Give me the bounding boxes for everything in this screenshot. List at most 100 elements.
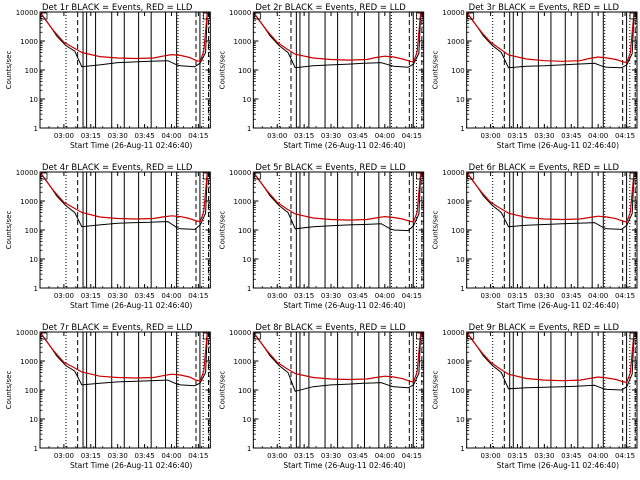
x-axis-label: Start Time (26-Aug-11 02:46:40) xyxy=(497,301,619,310)
y-tick-label: 1 xyxy=(460,285,464,293)
y-tick-label: 1000 xyxy=(20,358,38,366)
panel-title: Det 9r BLACK = Events, RED = LLD xyxy=(469,323,620,333)
y-tick-label: 1 xyxy=(247,125,251,133)
y-tick-label: 1000 xyxy=(234,38,252,46)
y-tick-label: 10000 xyxy=(442,329,464,337)
x-tick-label: 03:30 xyxy=(321,292,341,300)
x-tick-label: 03:45 xyxy=(348,292,368,300)
series-line-events xyxy=(466,11,635,69)
series-line-lld xyxy=(39,171,208,223)
x-tick-label: 04:00 xyxy=(375,292,395,300)
corner-box-right xyxy=(202,332,210,340)
x-tick-label: 03:30 xyxy=(534,292,554,300)
series-line-lld xyxy=(466,171,635,223)
y-axis-label: Counts/sec xyxy=(218,51,226,90)
x-tick-label: 03:45 xyxy=(561,452,581,460)
series-line-events xyxy=(39,171,208,230)
corner-box-left xyxy=(467,332,475,340)
series-line-events xyxy=(252,331,422,392)
y-tick-label: 100 xyxy=(451,227,464,235)
y-tick-label: 1000 xyxy=(20,198,38,206)
y-tick-label: 100 xyxy=(451,387,464,395)
y-tick-label: 10 xyxy=(242,96,251,104)
y-tick-label: 10000 xyxy=(229,169,251,177)
panel-det-9: Det 9r BLACK = Events, RED = LLD 1 10 100 10… xyxy=(432,323,638,470)
x-tick-label: 03:30 xyxy=(108,132,128,140)
x-tick-label: 03:45 xyxy=(561,132,581,140)
y-tick-label: 1000 xyxy=(447,358,465,366)
y-tick-label: 10 xyxy=(29,96,38,104)
x-tick-label: 03:00 xyxy=(480,292,500,300)
y-tick-label: 1 xyxy=(34,445,38,453)
y-tick-label: 100 xyxy=(25,67,38,75)
x-tick-label: 03:15 xyxy=(81,292,101,300)
x-tick-label: 04:15 xyxy=(188,132,208,140)
y-axis-label: Counts/sec xyxy=(432,51,440,90)
panel-det-5: Det 5r BLACK = Events, RED = LLD 1 10 100 10… xyxy=(218,163,425,310)
series-line-events xyxy=(39,11,208,68)
y-tick-label: 10000 xyxy=(442,169,464,177)
panel-title: Det 5r BLACK = Events, RED = LLD xyxy=(255,163,406,173)
x-axis-label: Start Time (26-Aug-11 02:46:40) xyxy=(70,141,192,150)
x-tick-label: 04:15 xyxy=(402,292,422,300)
x-tick-label: 03:45 xyxy=(348,132,368,140)
corner-box-left xyxy=(253,12,261,20)
x-tick-label: 03:00 xyxy=(267,292,287,300)
y-tick-label: 100 xyxy=(25,387,38,395)
series-line-lld xyxy=(252,11,422,63)
corner-box-right xyxy=(202,172,210,180)
series-line-events xyxy=(466,171,635,230)
panel-title: Det 4r BLACK = Events, RED = LLD xyxy=(42,163,193,173)
series-line-lld xyxy=(39,331,208,382)
x-tick-label: 03:00 xyxy=(480,132,500,140)
x-tick-label: 03:15 xyxy=(507,132,527,140)
x-tick-label: 03:30 xyxy=(108,292,128,300)
x-tick-label: 03:30 xyxy=(534,132,554,140)
y-tick-label: 100 xyxy=(238,227,251,235)
x-tick-label: 03:00 xyxy=(54,132,74,140)
corner-box-left xyxy=(467,12,475,20)
panel-title: Det 3r BLACK = Events, RED = LLD xyxy=(469,3,620,13)
y-tick-label: 100 xyxy=(25,227,38,235)
panel-det-7: Det 7r BLACK = Events, RED = LLD 1 10 100 10… xyxy=(5,323,211,470)
x-tick-label: 03:45 xyxy=(134,452,154,460)
x-tick-label: 03:30 xyxy=(534,452,554,460)
x-tick-label: 03:00 xyxy=(267,452,287,460)
y-tick-label: 10 xyxy=(456,256,465,264)
x-tick-label: 03:00 xyxy=(480,452,500,460)
x-tick-label: 04:00 xyxy=(588,292,608,300)
y-axis-label: Counts/sec xyxy=(218,371,226,410)
x-tick-label: 04:00 xyxy=(161,452,181,460)
y-tick-label: 10000 xyxy=(229,9,251,17)
panel-det-4: Det 4r BLACK = Events, RED = LLD 1 10 100 10… xyxy=(5,163,211,310)
y-axis-label: Counts/sec xyxy=(5,211,13,250)
x-tick-label: 04:15 xyxy=(402,132,422,140)
x-tick-label: 04:15 xyxy=(615,132,635,140)
y-tick-label: 1000 xyxy=(447,38,465,46)
series-line-events xyxy=(252,171,422,232)
corner-box-left xyxy=(467,172,475,180)
y-axis-label: Counts/sec xyxy=(432,211,440,250)
y-tick-label: 10000 xyxy=(442,9,464,17)
y-tick-label: 1 xyxy=(247,445,251,453)
y-tick-label: 10 xyxy=(242,256,251,264)
x-tick-label: 03:15 xyxy=(507,452,527,460)
series-line-events xyxy=(39,331,208,387)
series-line-lld xyxy=(466,11,635,64)
x-tick-label: 04:00 xyxy=(161,292,181,300)
series-line-events xyxy=(252,11,422,69)
y-axis-label: Counts/sec xyxy=(218,211,226,250)
corner-box-left xyxy=(40,172,48,180)
panel-det-1: Det 1r BLACK = Events, RED = LLD 1 10 100 10… xyxy=(5,3,211,150)
x-tick-label: 04:00 xyxy=(588,132,608,140)
series-line-lld xyxy=(466,331,635,383)
x-tick-label: 04:15 xyxy=(615,452,635,460)
x-tick-label: 03:15 xyxy=(81,452,101,460)
y-tick-label: 1 xyxy=(247,285,251,293)
x-tick-label: 04:00 xyxy=(375,452,395,460)
x-tick-label: 04:00 xyxy=(588,452,608,460)
x-tick-label: 04:15 xyxy=(615,292,635,300)
y-tick-label: 1 xyxy=(34,125,38,133)
y-tick-label: 10000 xyxy=(16,169,38,177)
